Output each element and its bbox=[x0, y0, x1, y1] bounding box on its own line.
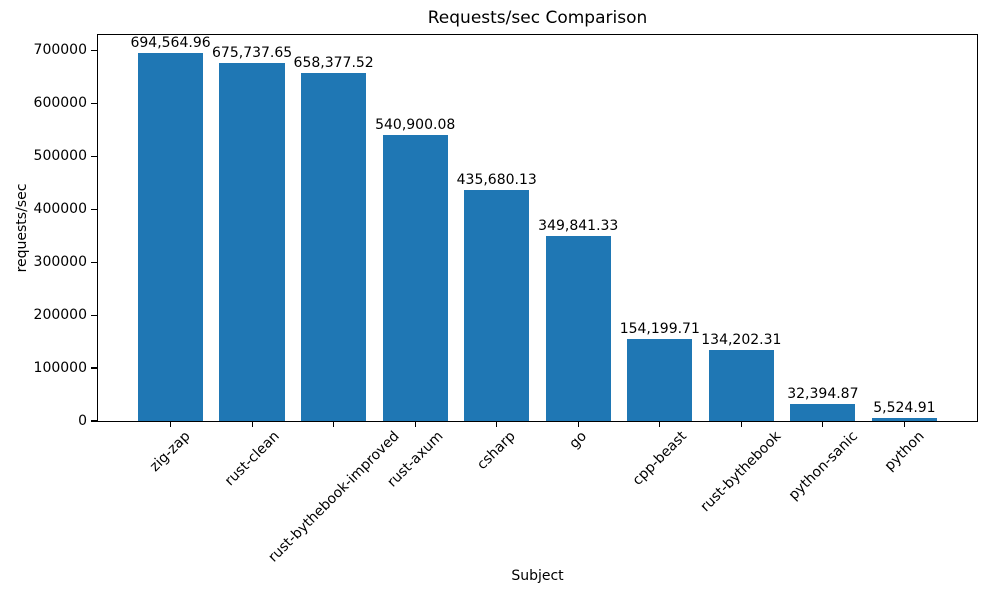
bar-go bbox=[545, 235, 611, 421]
bar-value-label-cpp-beast: 154,199.71 bbox=[619, 321, 700, 338]
y-tick-label-0: 0 bbox=[78, 412, 87, 429]
x-tick-label-rust-clean: rust-clean bbox=[221, 428, 283, 490]
bar-value-label-rust-bythebook: 134,202.31 bbox=[701, 331, 782, 348]
y-tick-label-300000: 300000 bbox=[33, 253, 87, 270]
bar-value-label-zig-zap: 694,564.96 bbox=[130, 35, 211, 52]
x-tick-rust-bythebook-improved bbox=[333, 422, 335, 427]
x-tick-label-zig-zap: zig-zap bbox=[147, 428, 194, 475]
bar-rust-clean bbox=[219, 63, 285, 421]
bars-layer: 694,564.96 675,737.65 658,377.52 540,900.08… bbox=[98, 35, 977, 421]
x-tick-python bbox=[903, 422, 906, 427]
y-tick-label-400000: 400000 bbox=[33, 200, 87, 217]
x-tick-cpp-beast bbox=[659, 422, 661, 427]
x-tick-python-sanic bbox=[822, 422, 824, 427]
bar-rust-bythebook-improved bbox=[301, 72, 367, 421]
x-axis-label: Subject bbox=[511, 568, 564, 584]
x-tick-rust-bythebook bbox=[740, 422, 742, 427]
y-tick-400000 bbox=[91, 208, 97, 210]
y-tick-500000 bbox=[91, 155, 97, 157]
x-tick-label-rust-bythebook: rust-bythebook bbox=[697, 428, 785, 516]
bar-cpp-beast bbox=[627, 339, 693, 421]
y-tick-700000 bbox=[91, 49, 97, 52]
bar-csharp bbox=[464, 190, 530, 421]
bar-python-sanic bbox=[790, 403, 856, 421]
y-tick-label-600000: 600000 bbox=[33, 94, 87, 111]
x-tick-label-python-sanic: python-sanic bbox=[785, 428, 861, 504]
x-tick-label-python: python bbox=[881, 428, 928, 475]
y-tick-100000 bbox=[91, 367, 97, 369]
x-tick-label-csharp: csharp bbox=[474, 428, 520, 473]
x-tick-label-go: go bbox=[566, 428, 591, 452]
bar-rust-axum bbox=[382, 134, 448, 421]
bar-value-label-rust-axum: 540,900.08 bbox=[375, 116, 456, 133]
bar-python bbox=[871, 418, 938, 421]
chart-title: Requests/sec Comparison bbox=[427, 8, 648, 28]
bar-rust-bythebook bbox=[708, 349, 774, 421]
bar-zig-zap bbox=[137, 53, 204, 421]
y-tick-300000 bbox=[91, 261, 97, 263]
x-tick-zig-zap bbox=[169, 422, 172, 427]
x-tick-rust-axum bbox=[414, 422, 416, 427]
plot-area: 694,564.96 675,737.65 658,377.52 540,900.08… bbox=[97, 34, 978, 422]
x-tick-label-cpp-beast: cpp-beast bbox=[629, 428, 691, 489]
y-tick-label-200000: 200000 bbox=[33, 306, 87, 323]
x-tick-go bbox=[577, 422, 579, 427]
bar-value-label-csharp: 435,680.13 bbox=[456, 172, 537, 189]
bar-value-label-python: 5,524.91 bbox=[873, 400, 936, 417]
y-tick-label-100000: 100000 bbox=[33, 359, 87, 376]
x-tick-label-rust-bythebook-improved: rust-bythebook-improved bbox=[265, 428, 403, 566]
x-tick-rust-clean bbox=[251, 422, 253, 427]
bar-value-label-rust-clean: 675,737.65 bbox=[212, 45, 293, 62]
y-tick-600000 bbox=[91, 102, 97, 105]
y-tick-200000 bbox=[91, 314, 97, 316]
y-tick-label-500000: 500000 bbox=[33, 147, 87, 164]
y-tick-label-700000: 700000 bbox=[33, 42, 87, 58]
bar-value-label-python-sanic: 32,394.87 bbox=[787, 385, 859, 402]
y-tick-0 bbox=[91, 420, 97, 422]
x-tick-csharp bbox=[496, 422, 498, 427]
bar-value-label-go: 349,841.33 bbox=[538, 217, 619, 234]
bar-value-label-rust-bythebook-improved: 658,377.52 bbox=[293, 54, 374, 71]
